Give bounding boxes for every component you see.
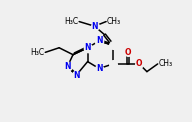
Text: O: O	[136, 59, 142, 68]
Text: H₃C: H₃C	[30, 48, 44, 57]
Text: N: N	[96, 64, 102, 73]
Text: N: N	[91, 22, 98, 31]
Text: N: N	[64, 62, 71, 71]
Text: O: O	[124, 48, 131, 57]
Text: N: N	[96, 36, 102, 45]
Text: CH₃: CH₃	[107, 17, 121, 26]
Text: CH₃: CH₃	[158, 59, 173, 68]
Text: N: N	[73, 71, 79, 80]
Text: N: N	[84, 43, 91, 52]
Text: H₃C: H₃C	[64, 17, 78, 26]
